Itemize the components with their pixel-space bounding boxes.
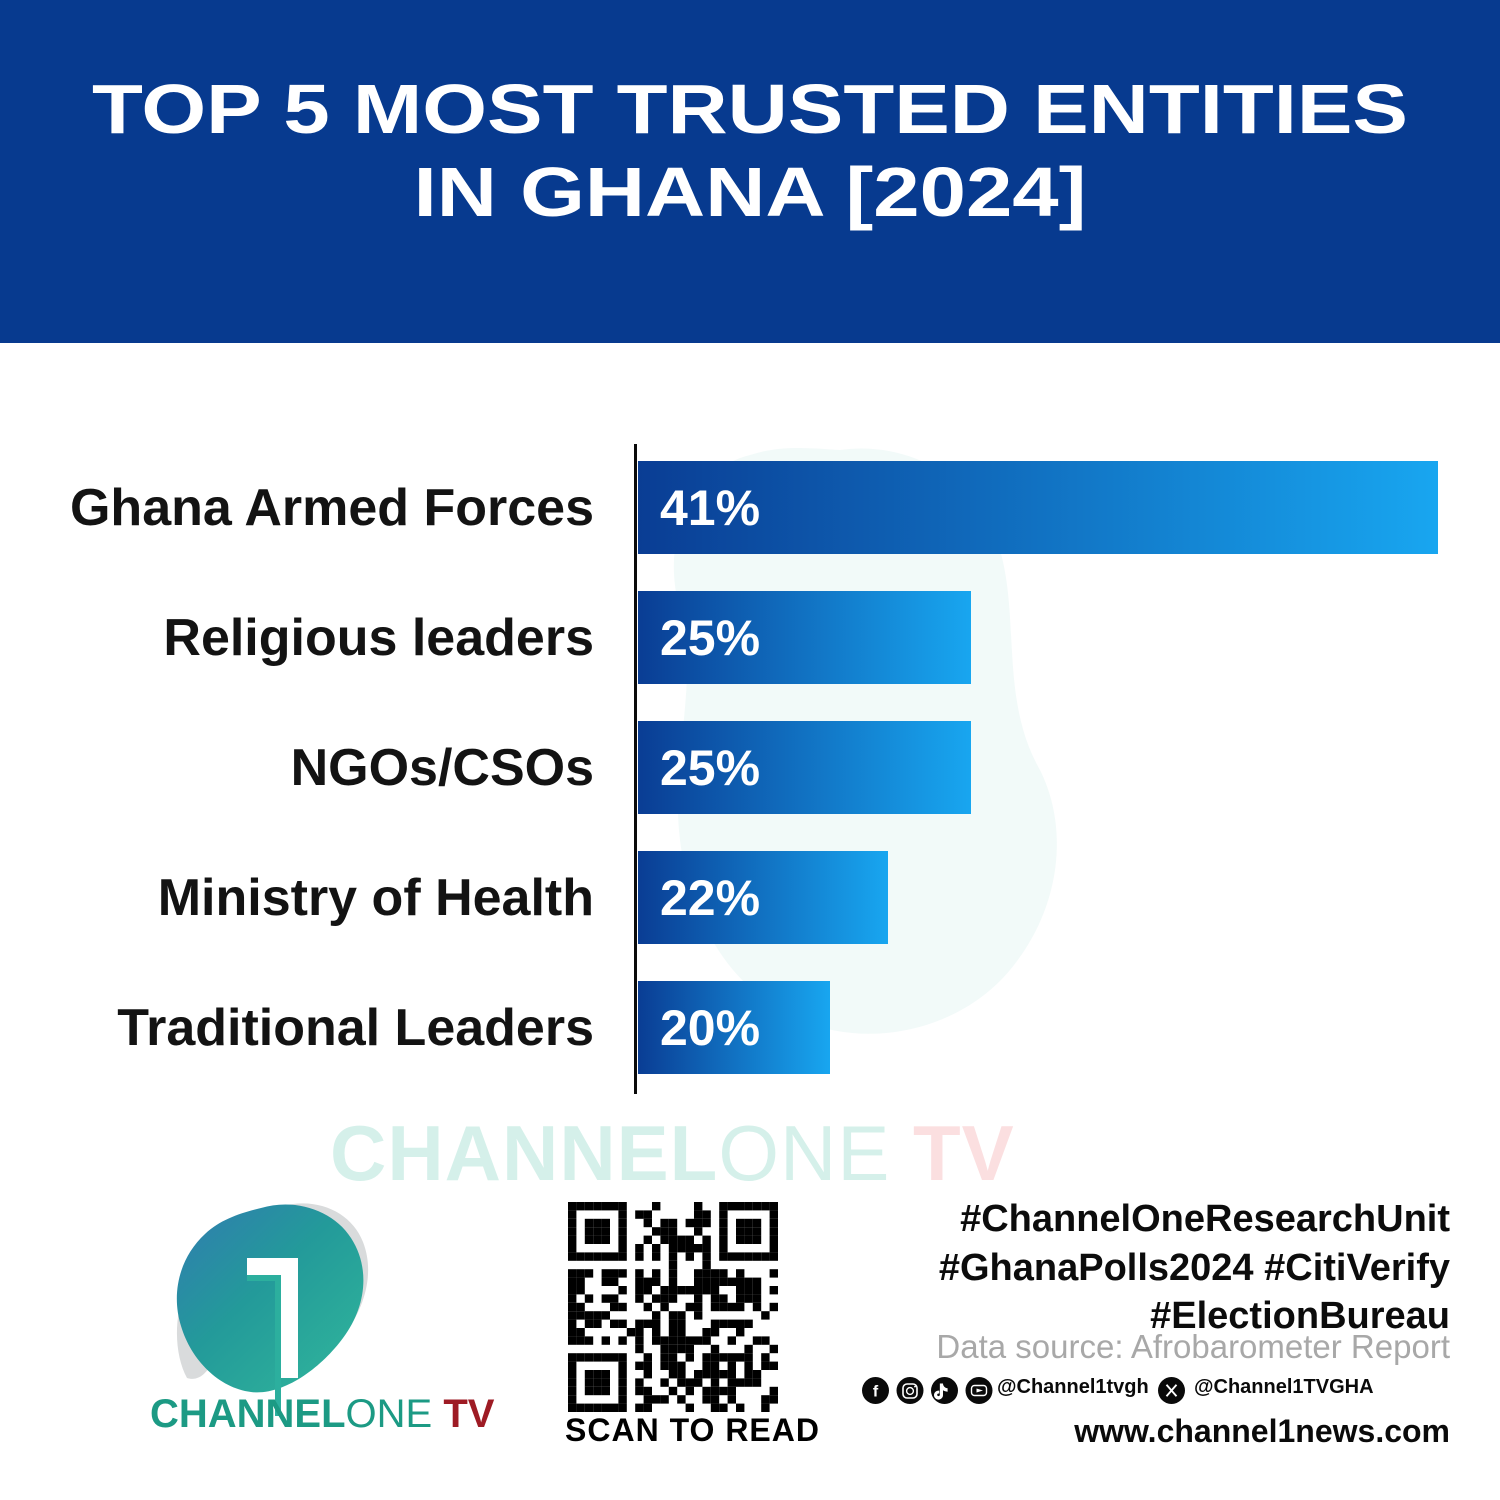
svg-text:f: f: [873, 1384, 879, 1401]
